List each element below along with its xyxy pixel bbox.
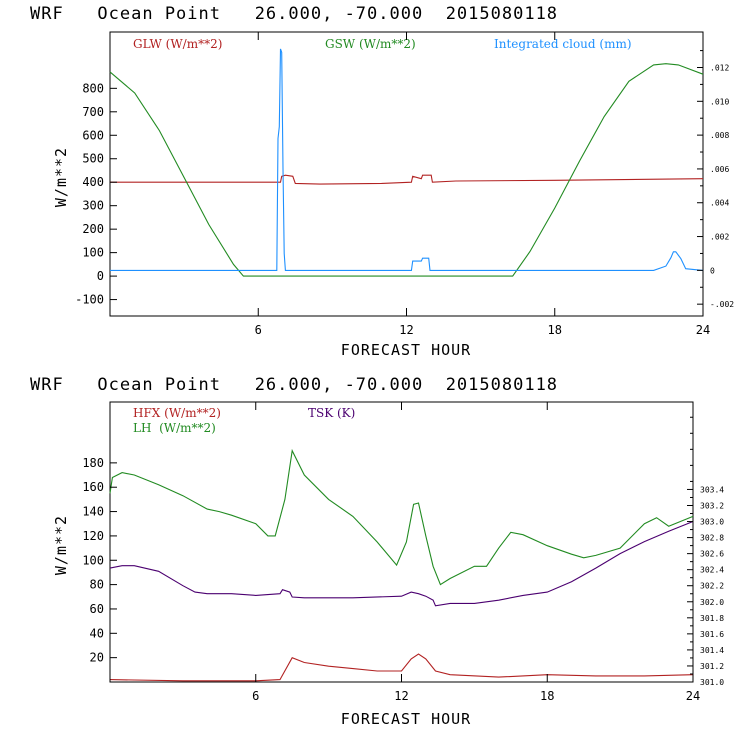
series-layer <box>109 48 704 277</box>
y2-tick-label: 302.4 <box>700 566 724 575</box>
y2-tick-label: 303.0 <box>700 518 724 527</box>
series-line-glw <box>110 174 704 185</box>
y2-tick-label: 301.4 <box>700 646 724 655</box>
y-tick-label: 140 <box>82 505 104 519</box>
x-tick-label: 6 <box>252 689 259 703</box>
legend-entry-glw: GLW (W/m**2) <box>133 37 222 51</box>
y2-tick-label: .006 <box>710 165 729 174</box>
y-tick-label: 40 <box>90 626 104 640</box>
y-tick-label: 500 <box>82 152 104 166</box>
y2-tick-label: .004 <box>710 199 729 208</box>
y-tick-label: 300 <box>82 199 104 213</box>
y-tick-label: 60 <box>90 602 104 616</box>
y-tick-label: 120 <box>82 529 104 543</box>
y2-tick-label: 302.6 <box>700 550 724 559</box>
series-line-lh <box>109 448 694 586</box>
radiation-cloud-panel: WRF Ocean Point 26.000, -70.000 20150801… <box>30 4 734 359</box>
y-tick-label: 80 <box>90 578 104 592</box>
y2-tick-label: .008 <box>710 131 729 140</box>
y2-tick-label: 303.4 <box>700 485 724 494</box>
plot-frame <box>109 31 704 317</box>
y2-tick-label: 0 <box>710 266 715 275</box>
y-tick-label: 800 <box>82 81 104 95</box>
x-tick-label: 6 <box>255 323 262 337</box>
y-tick-label: 700 <box>82 105 104 119</box>
y2-tick-label: -.002 <box>710 300 734 309</box>
y2-tick-label: 301.0 <box>700 678 724 687</box>
y2-tick-label: .012 <box>710 64 729 73</box>
legend-entry-cloud: Integrated cloud (mm) <box>494 37 632 51</box>
y2-tick-label: 302.8 <box>700 534 724 543</box>
x-tick-label: 24 <box>696 323 710 337</box>
flux-temperature-panel: WRF Ocean Point 26.000, -70.000 20150801… <box>30 375 724 728</box>
series-line-hfx <box>109 653 694 682</box>
x-tick-label: 18 <box>548 323 562 337</box>
legend-entry-tsk: TSK (K) <box>308 406 355 420</box>
y-tick-label: 400 <box>82 175 104 189</box>
y-tick-label: 600 <box>82 128 104 142</box>
y2-tick-label: 303.2 <box>700 501 724 510</box>
legend-entry-lh: LH (W/m**2) <box>133 421 216 435</box>
legend-entry-gsw: GSW (W/m**2) <box>325 37 416 51</box>
y2-tick-label: 301.6 <box>700 630 724 639</box>
y2-tick-label: 301.2 <box>700 662 724 671</box>
x-tick-label: 12 <box>394 689 408 703</box>
y-tick-label: 200 <box>82 222 104 236</box>
y-tick-label: 180 <box>82 456 104 470</box>
y2-tick-label: .010 <box>710 97 729 106</box>
x-axis-title: FORECAST HOUR <box>341 341 471 359</box>
y-axis-title: W/m**2 <box>52 515 70 575</box>
y-tick-label: 0 <box>97 269 104 283</box>
series-line-gsw <box>109 63 704 277</box>
x-tick-label: 18 <box>540 689 554 703</box>
x-tick-label: 12 <box>399 323 413 337</box>
y-tick-label: 100 <box>82 246 104 260</box>
series-line-tsk <box>109 520 694 607</box>
panel-title: WRF Ocean Point 26.000, -70.000 20150801… <box>30 4 558 24</box>
y2-tick-label: .002 <box>710 233 729 242</box>
x-axis-title: FORECAST HOUR <box>341 710 471 728</box>
legend-entry-hfx: HFX (W/m**2) <box>133 406 221 420</box>
tick-layer: 6 12 18 24 20 40 60 80 100 120 140 160 180 301.0 301.2… <box>82 402 724 703</box>
y-tick-label: 160 <box>82 480 104 494</box>
series-layer <box>109 448 694 682</box>
plot-frame <box>109 401 694 683</box>
y2-tick-label: 302.0 <box>700 598 724 607</box>
y2-tick-label: 302.2 <box>700 582 724 591</box>
y-axis-title: W/m**2 <box>52 147 70 207</box>
y2-tick-label: 301.8 <box>700 614 724 623</box>
x-tick-label: 24 <box>686 689 700 703</box>
panel-title: WRF Ocean Point 26.000, -70.000 20150801… <box>30 375 558 395</box>
tick-layer: 6 12 18 24 -100 0 100 200 300 400 500 600 700 800 -.00… <box>75 32 734 337</box>
y-tick-label: 20 <box>90 651 104 665</box>
y-tick-label: 100 <box>82 553 104 567</box>
series-line-integrated <box>110 48 704 271</box>
y-tick-label: -100 <box>75 293 104 307</box>
